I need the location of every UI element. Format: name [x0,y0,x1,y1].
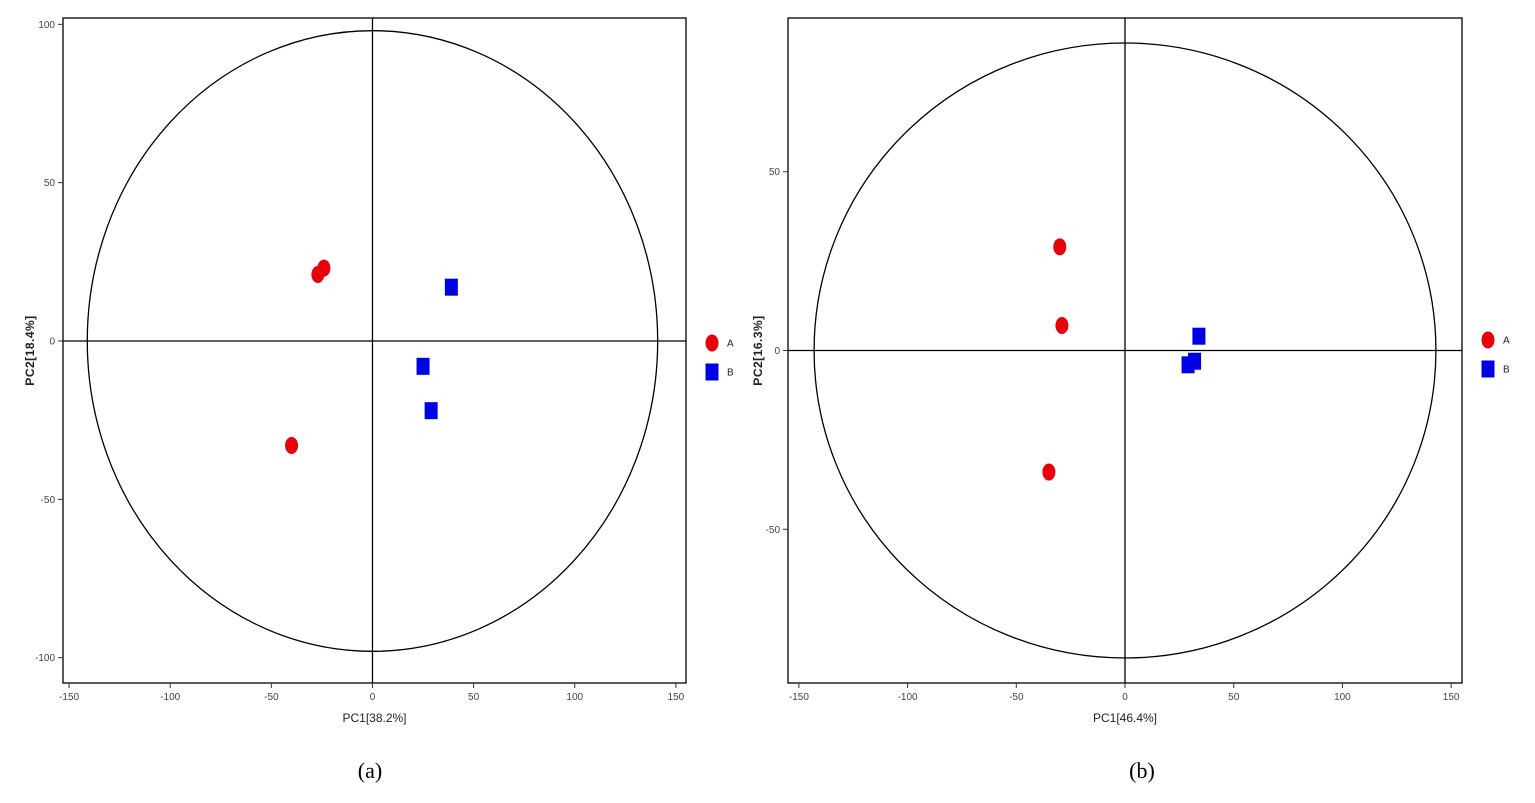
x-axis-label: PC1[46.4%] [1093,711,1157,725]
y-tick-label: 100 [38,20,55,31]
x-tick-label: 100 [1334,692,1351,703]
y-tick-label: -50 [766,525,781,536]
point-b-marker [416,357,430,375]
x-tick-label: -50 [1009,692,1024,703]
point-b-marker [1181,356,1195,374]
legend-label: A [727,339,734,350]
point-b-marker [444,278,458,296]
x-tick-label: 0 [370,692,376,703]
y-tick-label: 0 [49,337,55,348]
x-tick-label: 150 [668,692,685,703]
y-axis-label: PC2[18.4%] [23,315,37,385]
point-a-marker [1055,316,1069,334]
legend-square-icon [705,363,719,381]
x-tick-label: -100 [160,692,180,703]
y-tick-label: 0 [774,346,780,357]
point-a-marker [285,437,299,454]
pca-plot-a: -150 -100 -50 0 50 100 150 -100 -50 0 50 100 PC1[38.… [23,17,734,725]
y-tick-label: 50 [44,178,56,189]
x-tick-label: -100 [898,692,918,703]
x-tick-label: 50 [1228,692,1240,703]
point-b-marker [1192,327,1206,345]
y-axis-label: PC2[16.3%] [751,315,765,385]
x-axis-label: PC1[38.2%] [342,711,406,725]
legend-label: B [727,368,734,379]
point-b-marker [424,402,438,420]
legend: AB [1481,331,1510,378]
y-tick-label: -100 [35,653,55,664]
y-tick-label: 50 [769,167,781,178]
point-a-marker [1053,238,1067,256]
point-a-marker [1042,463,1056,481]
x-tick-label: 50 [468,692,480,703]
x-tick-label: 0 [1122,692,1128,703]
panel-caption-a: (a) [358,758,382,783]
legend-label: A [1503,336,1510,347]
legend-square-icon [1481,360,1495,378]
legend-circle-icon [1481,331,1495,349]
x-tick-label: 100 [566,692,583,703]
x-tick-label: -150 [789,692,809,703]
point-a-marker [317,259,331,277]
pca-plot-b: -150 -100 -50 0 50 100 150 -50 0 50 PC1[46.4%] PC2[… [751,17,1510,725]
panel-caption-b: (b) [1129,758,1155,783]
plot-frame [62,17,687,684]
x-tick-label: -50 [264,692,279,703]
y-tick-label: -50 [41,495,56,506]
legend: AB [705,334,734,381]
x-tick-label: 150 [1443,692,1460,703]
legend-label: B [1503,365,1510,376]
x-tick-label: -150 [59,692,79,703]
legend-circle-icon [705,334,719,352]
